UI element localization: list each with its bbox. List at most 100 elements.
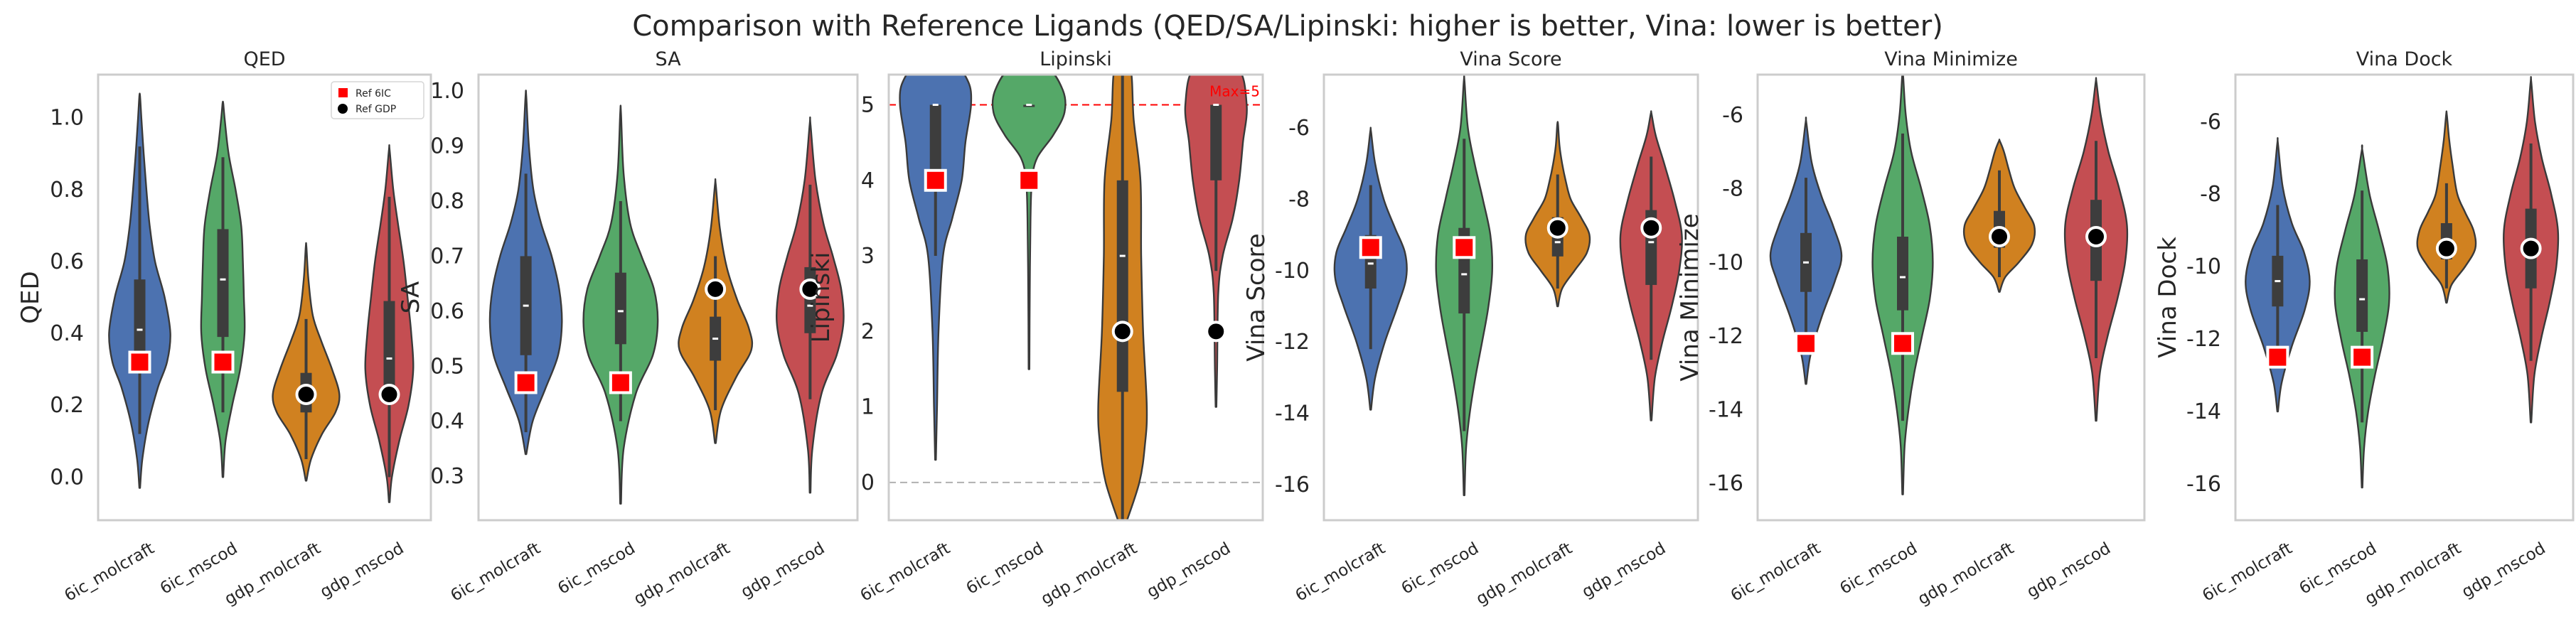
ref-gdp-marker — [2520, 237, 2542, 259]
ref-6ic-marker — [1453, 236, 1476, 259]
x-tick-label: gdp_mscod — [2459, 539, 2548, 602]
ref-6ic-marker — [609, 371, 632, 394]
y-tick-label: -14 — [2186, 399, 2221, 424]
ref-6ic-marker — [211, 350, 235, 374]
panel-lipinski: Lipinski Lipinski 0 1 2 3 4 5 Max=5 6ic_molcraft 6… — [807, 48, 1264, 609]
y-tick-label: 5 — [861, 93, 875, 118]
y-axis-label: QED — [16, 271, 45, 323]
axes-frame — [2234, 73, 2575, 522]
iqr-box — [217, 229, 229, 338]
plot-area — [488, 90, 845, 505]
ref-gdp-marker — [295, 384, 317, 406]
y-axis-label: Vina Score — [1242, 233, 1271, 361]
plot-area — [2245, 75, 2560, 489]
y-tick-label: -6 — [1722, 103, 1743, 128]
y-tick-label: -10 — [1709, 250, 1743, 275]
axes-frame — [1756, 73, 2146, 522]
legend-ref-gdp-swatch — [338, 104, 348, 114]
ref-6ic-marker — [1891, 332, 1914, 355]
y-tick-label: -16 — [1709, 471, 1743, 496]
y-axis-label: Vina Minimize — [1676, 213, 1704, 381]
ref-gdp-marker — [1205, 321, 1227, 343]
legend-ref-gdp-label: Ref GDP — [356, 104, 396, 115]
y-tick-label: 4 — [861, 168, 875, 193]
ref-6ic-marker — [1795, 332, 1817, 355]
y-tick-label: -6 — [1288, 116, 1310, 141]
x-tick-label: 6ic_molcraft — [1728, 539, 1824, 605]
x-tick-label: 6ic_mscod — [1837, 539, 1920, 598]
x-tick-label: gdp_molcraft — [631, 539, 733, 609]
y-tick-label: -10 — [2186, 254, 2221, 279]
y-tick-label: -10 — [1275, 259, 1310, 284]
y-tick-label: -8 — [2200, 182, 2221, 207]
iqr-box — [134, 279, 146, 362]
max-annotation: Max=5 — [1209, 83, 1260, 100]
ref-gdp-marker — [2435, 237, 2457, 259]
y-tick-label: 0.6 — [430, 299, 464, 324]
y-tick-label: 0 — [861, 470, 875, 495]
panel-title: Vina Score — [1460, 48, 1561, 70]
ref-gdp-marker — [2085, 226, 2107, 247]
y-tick-label: 0.0 — [50, 465, 84, 490]
y-tick-label: -12 — [1709, 324, 1743, 349]
x-tick-label: gdp_molcraft — [2362, 539, 2464, 609]
axes-frame — [1322, 73, 1699, 522]
y-tick-label: -14 — [1275, 402, 1310, 426]
x-tick-label: gdp_mscod — [738, 539, 828, 602]
y-axis-label: Vina Dock — [2154, 237, 2182, 358]
y-tick-label: -12 — [2186, 327, 2221, 352]
ref-6ic-marker — [128, 350, 151, 374]
iqr-box — [1897, 237, 1908, 311]
y-tick-label: 0.8 — [50, 178, 84, 203]
y-tick-label: 3 — [861, 244, 875, 269]
legend: Ref 6IC Ref GDP — [331, 81, 424, 119]
panel-title: Lipinski — [1040, 48, 1112, 70]
plot-area — [1769, 75, 2129, 495]
y-tick-label: 1.0 — [430, 79, 464, 104]
x-tick-label: 6ic_molcraft — [448, 539, 544, 605]
ref-6ic-marker — [514, 371, 538, 394]
violin-6ic_molcraft — [899, 75, 973, 461]
x-tick-label: 6ic_molcraft — [1293, 539, 1389, 605]
x-tick-label: gdp_mscod — [317, 539, 407, 602]
y-tick-label: -12 — [1275, 330, 1310, 355]
ref-gdp-marker — [1111, 321, 1133, 343]
panel-title: Vina Minimize — [1884, 48, 2018, 70]
y-tick-label: 1.0 — [50, 106, 84, 131]
x-tick-label: gdp_molcraft — [1038, 539, 1140, 609]
ref-gdp-marker — [799, 278, 821, 300]
x-tick-label: 6ic_molcraft — [61, 539, 157, 605]
y-tick-label: -8 — [1288, 188, 1310, 212]
panel-title: QED — [243, 48, 285, 70]
iqr-box — [1116, 180, 1128, 392]
iqr-box — [929, 104, 941, 181]
y-tick-label: -14 — [1709, 398, 1743, 423]
y-tick-label: 0.8 — [430, 189, 464, 214]
legend-box — [331, 81, 424, 119]
figure-suptitle: Comparison with Reference Ligands (QED/S… — [632, 10, 1943, 43]
legend-ref-6ic-swatch — [338, 88, 348, 97]
y-tick-label: -16 — [2186, 472, 2221, 497]
y-tick-label: 0.4 — [50, 321, 84, 346]
y-tick-label: 0.9 — [430, 134, 464, 159]
iqr-box — [383, 301, 395, 395]
ref-gdp-marker — [1989, 226, 2010, 247]
iqr-box — [2356, 259, 2368, 332]
x-tick-label: 6ic_mscod — [963, 539, 1047, 598]
x-tick-label: gdp_mscod — [1144, 539, 1234, 602]
y-axis-label: Lipinski — [807, 252, 835, 343]
y-tick-label: 0.5 — [430, 354, 464, 379]
y-tick-label: 2 — [861, 319, 875, 344]
y-axis-label: SA — [397, 281, 425, 313]
ref-6ic-marker — [2266, 345, 2289, 369]
ref-gdp-marker — [1546, 217, 1568, 239]
ref-gdp-marker — [378, 384, 400, 406]
panel-title: SA — [655, 48, 681, 70]
y-tick-label: 1 — [861, 395, 875, 420]
ref-gdp-marker — [705, 278, 727, 300]
plot-area — [108, 92, 415, 503]
iqr-box — [1210, 104, 1222, 181]
x-tick-label: 6ic_mscod — [1399, 539, 1482, 598]
axes-frame — [477, 73, 859, 522]
plot-area — [1333, 75, 1683, 497]
